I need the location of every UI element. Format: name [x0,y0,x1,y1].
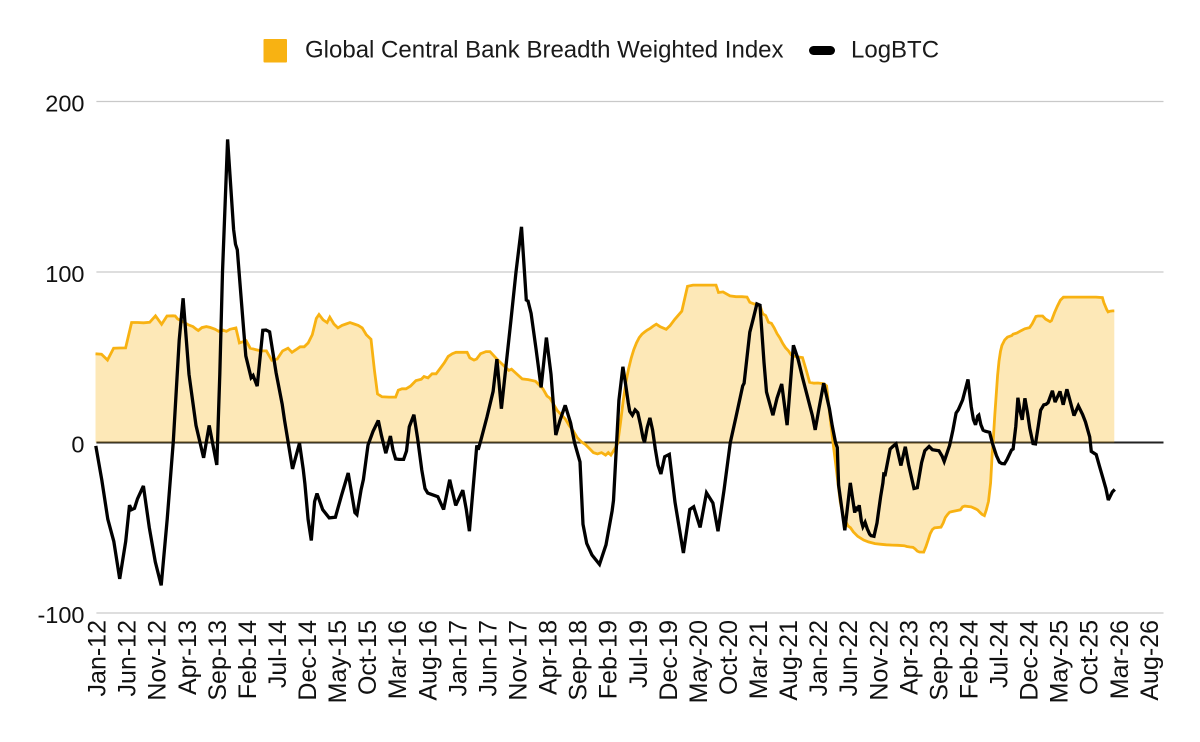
svg-text:Apr-23: Apr-23 [895,620,923,695]
svg-text:Dec-14: Dec-14 [294,620,322,701]
svg-text:Aug-21: Aug-21 [775,620,803,701]
svg-text:Oct-20: Oct-20 [715,620,743,695]
svg-text:Mar-21: Mar-21 [745,620,773,699]
svg-text:Oct-25: Oct-25 [1076,620,1104,695]
svg-text:100: 100 [45,261,84,287]
svg-text:Sep-18: Sep-18 [565,620,593,701]
svg-text:0: 0 [71,432,84,458]
svg-text:Feb-14: Feb-14 [234,620,262,699]
svg-text:Jan-12: Jan-12 [84,620,112,696]
svg-text:Mar-16: Mar-16 [384,620,412,699]
svg-text:Jul-14: Jul-14 [264,620,292,688]
svg-text:May-20: May-20 [685,620,713,703]
svg-text:Dec-24: Dec-24 [1016,620,1044,701]
svg-text:Jan-22: Jan-22 [805,620,833,696]
svg-text:Apr-13: Apr-13 [174,620,202,695]
svg-text:Feb-24: Feb-24 [956,620,984,699]
svg-text:Aug-26: Aug-26 [1136,620,1164,701]
svg-text:Jun-22: Jun-22 [835,620,863,696]
svg-text:Global Central Bank Breadth We: Global Central Bank Breadth Weighted Ind… [305,37,784,64]
svg-text:Jul-19: Jul-19 [625,620,653,688]
svg-text:Jun-12: Jun-12 [114,620,142,696]
svg-text:Feb-19: Feb-19 [595,620,623,699]
svg-text:-100: -100 [37,602,84,628]
svg-text:Dec-19: Dec-19 [655,620,683,701]
svg-text:Jan-17: Jan-17 [444,620,472,696]
svg-text:Jun-17: Jun-17 [474,620,502,696]
svg-text:Oct-15: Oct-15 [354,620,382,695]
svg-text:Apr-18: Apr-18 [535,620,563,695]
svg-text:May-25: May-25 [1046,620,1074,703]
svg-text:200: 200 [45,91,84,117]
svg-text:Nov-12: Nov-12 [144,620,172,701]
svg-text:Aug-16: Aug-16 [414,620,442,701]
svg-text:Sep-13: Sep-13 [204,620,232,701]
svg-text:Jul-24: Jul-24 [986,620,1014,688]
svg-text:May-15: May-15 [324,620,352,703]
svg-text:Sep-23: Sep-23 [925,620,953,701]
svg-text:Nov-17: Nov-17 [505,620,533,701]
svg-text:Mar-26: Mar-26 [1106,620,1134,699]
svg-text:Nov-22: Nov-22 [865,620,893,701]
svg-text:LogBTC: LogBTC [851,37,939,64]
